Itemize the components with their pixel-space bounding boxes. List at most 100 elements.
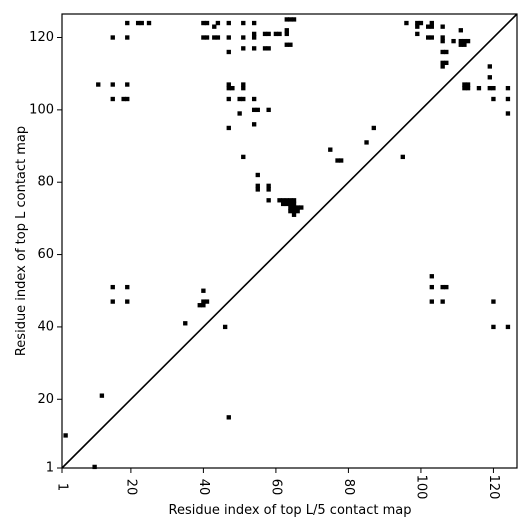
contact-point — [299, 205, 304, 210]
contact-point — [204, 35, 210, 40]
contact-point — [280, 198, 286, 203]
contact-point — [291, 208, 297, 214]
contact-point — [487, 64, 492, 69]
contact-point — [226, 20, 231, 26]
contact-point — [505, 111, 511, 116]
contact-point — [462, 85, 467, 91]
contact-point — [400, 154, 405, 160]
contact-point — [197, 303, 202, 308]
contact-point — [251, 35, 257, 40]
contact-point — [440, 49, 445, 55]
contact-point — [63, 433, 68, 438]
contact-point — [291, 212, 297, 217]
contact-point — [284, 28, 289, 33]
contact-point — [201, 20, 206, 26]
contact-point — [237, 111, 242, 116]
contact-point — [266, 198, 271, 203]
contact-point — [222, 324, 228, 330]
contact-point — [201, 303, 206, 308]
contact-point — [146, 20, 152, 26]
contact-point — [262, 31, 268, 37]
y-tick-label: 120 — [29, 30, 54, 45]
diagonal-line — [61, 13, 518, 469]
contact-point — [440, 64, 445, 69]
y-tick-label: 80 — [37, 175, 54, 190]
contact-point — [335, 158, 340, 163]
contact-point — [415, 24, 420, 29]
contact-point — [476, 85, 482, 91]
contact-point — [183, 321, 188, 326]
contact-point — [426, 24, 431, 29]
contact-point — [429, 274, 434, 279]
contact-point — [230, 85, 235, 91]
contact-point — [204, 299, 210, 304]
y-tick-label: 20 — [37, 392, 54, 407]
contact-points — [63, 17, 511, 470]
contact-point — [288, 201, 293, 207]
contact-point — [215, 35, 221, 40]
contact-point — [429, 299, 434, 304]
x-tick-label: 80 — [341, 479, 356, 496]
contact-point — [277, 198, 282, 203]
contact-point — [284, 17, 289, 22]
contact-point — [364, 140, 369, 145]
contact-point — [284, 42, 289, 47]
contact-point — [266, 187, 271, 192]
contact-point — [277, 31, 282, 37]
contact-point — [444, 60, 449, 66]
contact-point — [288, 198, 293, 203]
contact-point — [440, 24, 445, 29]
contact-point — [226, 125, 231, 131]
contact-point — [429, 35, 434, 40]
contact-point — [440, 38, 445, 44]
contact-point — [255, 183, 260, 188]
contact-point — [125, 299, 130, 304]
contact-point — [201, 35, 206, 40]
contact-point — [328, 147, 333, 152]
contact-point — [291, 17, 297, 22]
contact-point — [291, 205, 297, 210]
contact-point — [371, 125, 376, 131]
contact-point — [251, 107, 257, 113]
contact-point — [280, 201, 286, 207]
y-tick-label: 40 — [37, 319, 54, 334]
contact-point — [125, 20, 130, 26]
contact-point — [125, 82, 130, 87]
contact-point — [212, 35, 217, 40]
contact-point — [426, 35, 431, 40]
contact-point — [215, 20, 221, 26]
contact-point — [288, 205, 293, 210]
contact-point — [266, 46, 271, 51]
contact-point — [458, 42, 463, 47]
contact-point — [241, 154, 246, 160]
contact-point — [251, 20, 257, 26]
contact-point — [465, 82, 471, 87]
contact-point — [288, 17, 293, 22]
contact-point — [139, 20, 144, 26]
contact-point — [226, 35, 231, 40]
x-tick-label: 40 — [196, 479, 211, 496]
x-axis-ticks: 1 20 40 60 80 100 120 — [55, 468, 501, 499]
contact-point — [255, 187, 260, 192]
contact-point — [291, 201, 297, 207]
contact-point — [462, 38, 467, 44]
contact-point — [491, 96, 496, 102]
contact-point — [241, 46, 246, 51]
contact-point — [465, 38, 471, 44]
contact-point — [110, 284, 115, 290]
contact-point — [255, 107, 260, 113]
contact-point — [96, 82, 101, 87]
contact-point — [125, 284, 130, 290]
contact-point — [251, 46, 257, 51]
contact-point — [440, 284, 445, 290]
x-tick-label: 20 — [123, 479, 138, 496]
contact-point — [226, 49, 231, 55]
x-tick-label: 60 — [268, 479, 283, 496]
contact-point — [266, 183, 271, 188]
contact-point — [440, 60, 445, 66]
contact-point — [241, 35, 246, 40]
contact-point — [295, 205, 300, 210]
contact-point — [487, 85, 492, 91]
